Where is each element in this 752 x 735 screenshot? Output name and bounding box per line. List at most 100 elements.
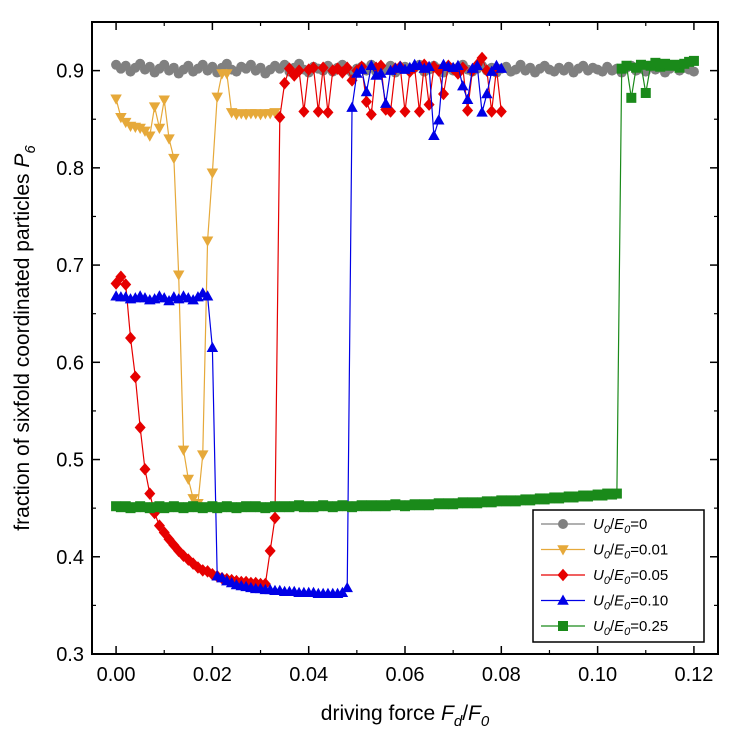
legend-part-as: 0 <box>604 601 611 613</box>
legend-slash: / <box>610 542 615 559</box>
data-point <box>495 105 507 118</box>
legend-item: U0/E0=0 <box>541 516 647 536</box>
x-tick-label: 0.02 <box>193 664 232 686</box>
data-point <box>293 64 305 77</box>
legend-part-a: U <box>593 516 604 533</box>
y-tick-label: 0.5 <box>56 450 84 472</box>
legend-part-as: 0 <box>604 550 611 562</box>
data-point <box>457 80 469 91</box>
x-tick-label: 0.04 <box>289 664 328 686</box>
data-point <box>495 62 508 73</box>
legend-part-bs: 0 <box>624 524 631 536</box>
data-point <box>428 129 440 141</box>
data-point <box>158 95 170 106</box>
data-point <box>322 106 334 119</box>
data-point <box>432 114 445 125</box>
data-point <box>172 270 185 281</box>
data-point <box>274 111 286 124</box>
data-point <box>360 95 372 108</box>
legend-item: U0/E0=0.05 <box>541 567 668 587</box>
y-tick-label: 0.9 <box>56 61 84 83</box>
data-point <box>423 98 435 111</box>
series-line <box>115 72 276 505</box>
data-point <box>144 487 156 500</box>
legend-marker <box>558 621 568 631</box>
data-point <box>471 59 483 71</box>
legend-part-val: =0 <box>630 516 647 533</box>
legend-part-b: E <box>614 593 625 610</box>
data-point <box>153 123 166 134</box>
legend-part-as: 0 <box>604 626 611 638</box>
y-tick-label: 0.4 <box>56 547 84 569</box>
data-point <box>269 108 281 119</box>
legend: U0/E0=0U0/E0=0.01U0/E0=0.05U0/E0=0.10U0/… <box>532 509 705 643</box>
data-point <box>134 123 146 134</box>
data-point <box>486 105 498 118</box>
data-point <box>476 106 488 117</box>
legend-part-as: 0 <box>604 524 611 536</box>
data-point <box>172 293 185 304</box>
data-point <box>423 60 435 71</box>
data-point <box>177 445 190 456</box>
data-point <box>182 474 195 485</box>
x-axis-title-prefix: driving force <box>321 702 441 725</box>
legend-part-val: =0.10 <box>630 593 668 610</box>
x-axis-title-main1: F <box>441 702 455 725</box>
data-point <box>379 97 392 108</box>
legend-part-bs: 0 <box>624 601 631 613</box>
data-point <box>163 134 175 145</box>
axis-tick-labels: 0.00 0.02 0.04 0.06 0.08 0.10 0.12 0.3 0.4 0.5 0.6… <box>56 61 713 686</box>
legend-marker <box>557 545 569 556</box>
legend-part-a: U <box>593 567 604 584</box>
data-point <box>148 293 161 304</box>
series-1 <box>110 69 281 510</box>
data-point <box>115 270 127 283</box>
series-line <box>115 63 502 595</box>
y-axis-title-prefix: fraction of sixfold coordinated particle… <box>11 168 34 531</box>
series-4 <box>111 55 699 514</box>
data-point <box>312 105 324 118</box>
legend-label: U0/E0=0.01 <box>593 542 668 562</box>
data-point <box>206 341 219 352</box>
x-tick-label: 0.08 <box>482 664 521 686</box>
data-point <box>466 62 479 73</box>
legend-marker <box>557 594 569 605</box>
data-point <box>399 105 411 118</box>
data-point <box>201 236 214 247</box>
legend-item: U0/E0=0.25 <box>541 618 668 638</box>
data-point <box>462 104 474 117</box>
plot-area <box>110 51 699 598</box>
legend-part-b: E <box>614 618 625 635</box>
data-point <box>621 60 632 71</box>
data-point <box>452 59 464 71</box>
legend-slash: / <box>610 516 615 533</box>
series-3 <box>110 58 508 598</box>
data-point <box>626 92 637 103</box>
legend-part-a: U <box>593 618 604 635</box>
data-point <box>404 61 416 72</box>
data-point <box>438 87 450 101</box>
legend-part-bs: 0 <box>624 626 631 638</box>
legend-part-val: =0.05 <box>630 567 668 584</box>
legend-part-val: =0.01 <box>630 542 668 559</box>
legend-part-b: E <box>614 516 625 533</box>
data-point <box>134 421 146 434</box>
data-point <box>461 93 474 105</box>
legend-part-a: U <box>593 542 604 559</box>
data-point <box>640 87 651 98</box>
data-point <box>129 370 141 384</box>
data-point <box>110 94 122 105</box>
data-point <box>635 59 646 70</box>
data-point <box>168 153 180 165</box>
legend-part-val: =0.25 <box>630 618 668 635</box>
legend-part-a: U <box>593 593 604 610</box>
legend-part-b: E <box>614 567 625 584</box>
data-point <box>211 92 223 103</box>
data-point <box>148 102 161 113</box>
data-point <box>688 55 699 66</box>
y-axis-title-main: P <box>11 154 34 168</box>
x-axis-title-sub2: 0 <box>481 713 490 730</box>
legend-marker <box>557 568 569 582</box>
legend-label: U0/E0=0.10 <box>593 593 668 613</box>
legend-slash: / <box>610 593 615 610</box>
